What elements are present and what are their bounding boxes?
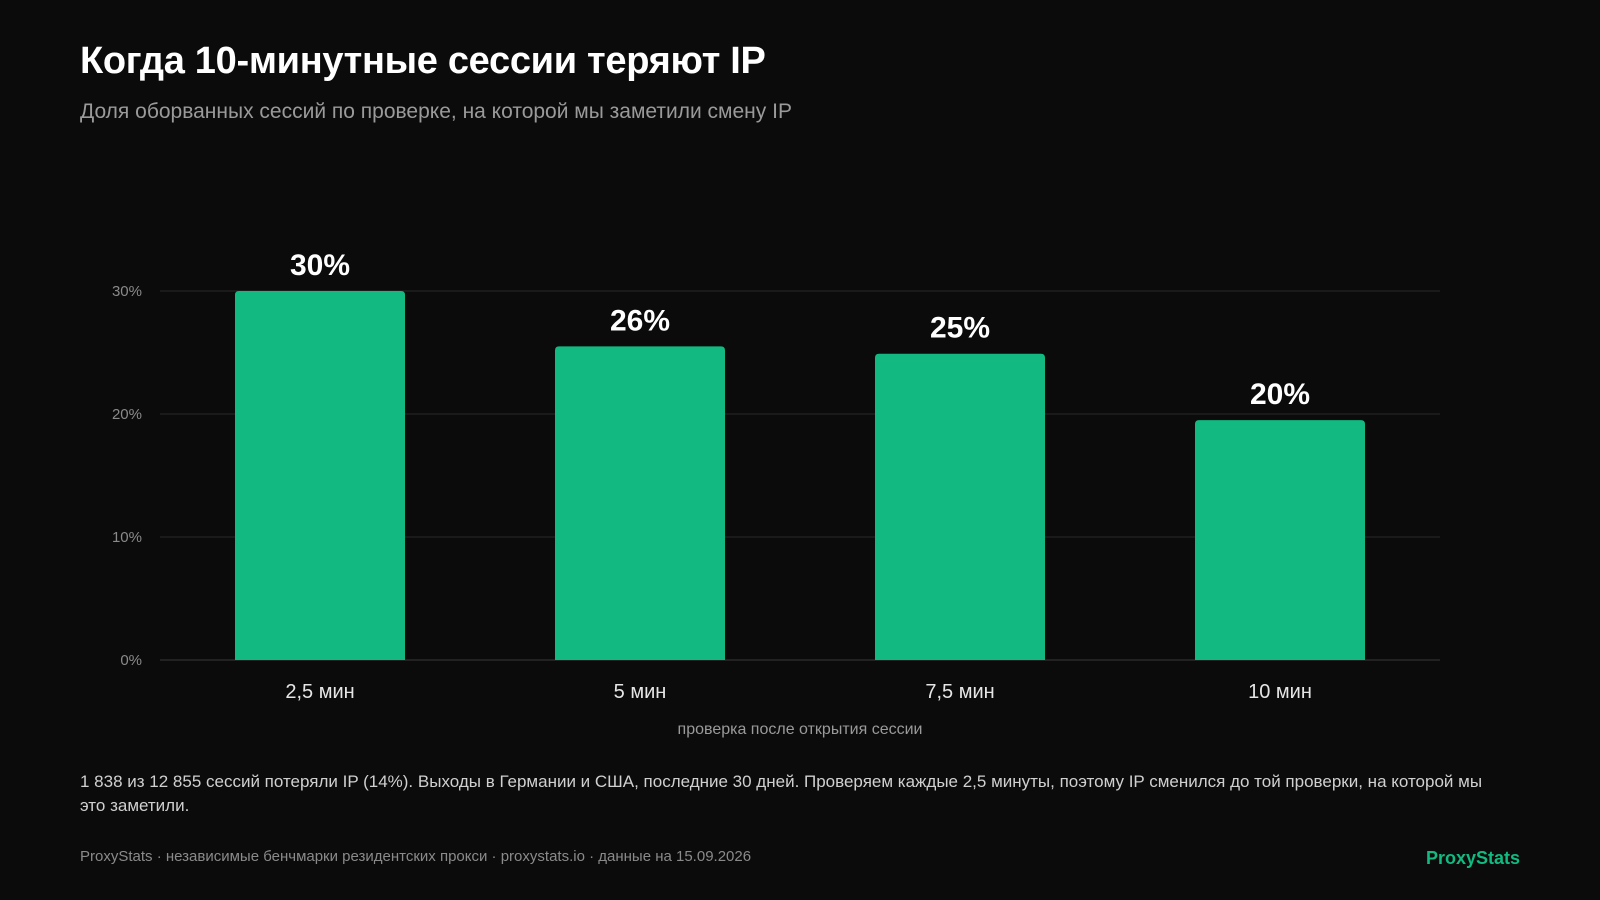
chart-subtitle: Доля оборванных сессий по проверке, на к…	[80, 100, 792, 123]
bar	[875, 353, 1045, 660]
bar-value-label: 20%	[1250, 378, 1310, 411]
bar	[1195, 420, 1365, 660]
x-tick-label: 10 мин	[1248, 681, 1312, 703]
x-tick-label: 2,5 мин	[285, 681, 354, 703]
x-tick-label: 7,5 мин	[925, 681, 994, 703]
x-tick-label: 5 мин	[614, 681, 667, 703]
y-tick-label: 0%	[120, 652, 142, 669]
bar	[235, 291, 405, 660]
brand-logo-text: ProxyStats	[1425, 848, 1520, 868]
y-tick-label: 20%	[112, 406, 142, 423]
bar-value-label: 30%	[290, 249, 350, 282]
x-axis-label: проверка после открытия сессии	[678, 721, 923, 738]
y-tick-label: 30%	[112, 283, 142, 300]
bar-value-label: 25%	[930, 312, 990, 345]
chart-note: 1 838 из 12 855 сессий потеряли IP (14%)…	[80, 772, 1483, 815]
bar-value-label: 26%	[610, 304, 670, 337]
y-tick-label: 10%	[112, 529, 142, 546]
footer-text: ProxyStats · независимые бенчмарки резид…	[80, 848, 752, 865]
chart-title: Когда 10-минутные сессии теряют IP	[80, 40, 766, 82]
bar	[555, 346, 725, 660]
bar-chart: 0% 10% 20% 30% 30% 2,5 мин 26% 5 мин 25% 7,5 мин 2…	[112, 249, 1440, 738]
